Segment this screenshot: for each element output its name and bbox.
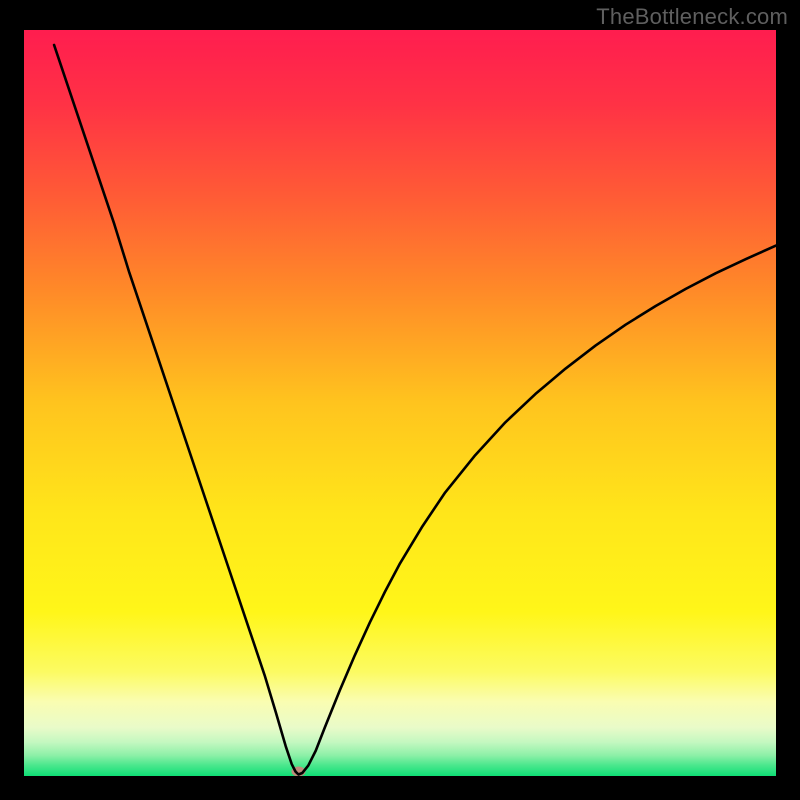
watermark-text: TheBottleneck.com: [596, 4, 788, 30]
chart-frame: TheBottleneck.com: [0, 0, 800, 800]
plot-svg: [24, 30, 776, 776]
plot-area: [24, 30, 776, 776]
gradient-background: [24, 30, 776, 776]
